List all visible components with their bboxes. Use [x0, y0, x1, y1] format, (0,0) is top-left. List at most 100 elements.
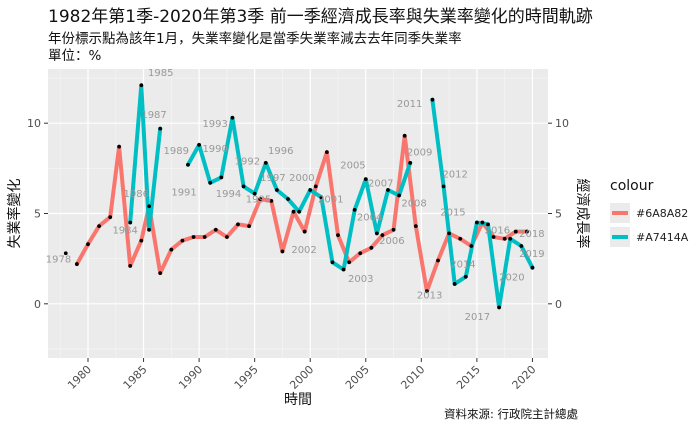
- data-point: [263, 161, 268, 165]
- year-label: 2016: [485, 225, 510, 236]
- data-point: [519, 244, 524, 248]
- data-point: [497, 305, 502, 310]
- data-point: [491, 235, 496, 239]
- data-point: [158, 271, 163, 276]
- y2-tick-label: 5: [555, 208, 562, 221]
- data-point: [458, 236, 463, 241]
- year-label: 2018: [519, 229, 544, 240]
- data-point: [391, 227, 396, 232]
- data-point: [313, 184, 318, 189]
- year-label: 1987: [141, 110, 166, 121]
- x-tick-label: 2020: [510, 363, 539, 392]
- data-point: [286, 197, 290, 201]
- data-point: [63, 251, 68, 256]
- legend-label-2: #A7414A: [636, 230, 689, 244]
- data-point: [408, 161, 413, 165]
- data-point: [169, 247, 174, 252]
- data-point: [452, 282, 457, 286]
- x-tick-label: 2005: [343, 363, 372, 392]
- y-tick-label: 0: [34, 298, 41, 311]
- year-label: 2020: [499, 272, 524, 283]
- year-label: 2007: [368, 178, 393, 189]
- year-label: 1993: [202, 119, 227, 130]
- year-label: 1989: [164, 146, 189, 157]
- data-point: [224, 235, 229, 239]
- x-tick-label: 2000: [287, 363, 316, 392]
- legend-title: colour: [610, 178, 654, 194]
- data-point: [324, 150, 329, 154]
- data-point: [202, 235, 207, 239]
- data-point: [97, 224, 102, 229]
- chart-subtitle-line-1: 年份標示點為該年1月，失業率變化是當季失業率減去去年同季失業率: [48, 31, 462, 47]
- year-label: 1978: [46, 254, 71, 265]
- data-point: [474, 220, 479, 225]
- y2-tick-label: 0: [555, 298, 562, 311]
- data-point: [386, 188, 390, 192]
- x-tick-label: 1990: [176, 363, 205, 392]
- data-point: [147, 227, 152, 232]
- data-point: [291, 209, 296, 214]
- data-point: [269, 198, 274, 203]
- data-point: [524, 229, 529, 234]
- data-point: [274, 188, 279, 192]
- year-label: 2006: [379, 236, 404, 247]
- data-point: [308, 188, 313, 192]
- data-point: [319, 195, 324, 200]
- data-point: [402, 133, 407, 138]
- data-point: [397, 193, 402, 198]
- data-point: [280, 249, 285, 254]
- data-point: [230, 115, 235, 120]
- data-point: [128, 220, 133, 225]
- data-point: [447, 231, 452, 236]
- year-label: 2012: [442, 169, 467, 180]
- year-label: 1990: [202, 144, 227, 155]
- data-point: [128, 263, 133, 268]
- data-point: [147, 204, 152, 209]
- data-point: [208, 180, 213, 185]
- year-label: 2019: [519, 249, 544, 260]
- data-point: [430, 97, 435, 102]
- y-tick-label: 5: [34, 208, 41, 221]
- y2-tick-label: 10: [555, 117, 569, 130]
- data-point: [363, 177, 368, 182]
- data-point: [374, 231, 379, 236]
- year-label: 2008: [401, 198, 426, 209]
- data-point: [258, 197, 263, 201]
- y-axis-title: 失業率變化: [6, 179, 23, 249]
- data-point: [302, 229, 307, 234]
- year-label: 1986: [124, 189, 149, 200]
- data-point: [508, 236, 513, 241]
- y2-axis-title: 經濟成長率: [574, 179, 591, 249]
- data-point: [247, 224, 252, 229]
- year-label: 1991: [171, 187, 196, 198]
- x-tick-label: 2015: [454, 363, 483, 392]
- data-point: [297, 209, 302, 214]
- data-point: [436, 258, 440, 263]
- data-point: [74, 262, 79, 266]
- chart-title: 1982年第1季-2020年第3季 前一季經濟成長率與失業率變化的時間軌跡: [48, 7, 593, 27]
- data-point: [330, 260, 335, 265]
- data-point: [413, 224, 418, 229]
- data-point: [139, 83, 144, 88]
- year-label: 1994: [216, 189, 241, 200]
- year-label: 2005: [340, 160, 365, 171]
- legend-item-2: #A7414A: [610, 226, 688, 248]
- x-axis-title: 時間: [284, 392, 312, 408]
- data-point: [502, 236, 507, 241]
- x-tick-label: 1980: [65, 363, 94, 392]
- data-point: [139, 238, 144, 243]
- data-point: [469, 244, 474, 248]
- data-point: [347, 260, 352, 265]
- data-point: [108, 215, 113, 220]
- x-tick-label: 1995: [232, 363, 261, 392]
- year-label: 2013: [417, 290, 442, 301]
- year-label: 1992: [235, 157, 260, 168]
- year-label: 2004: [357, 213, 382, 224]
- data-point: [441, 184, 446, 189]
- data-point: [186, 162, 190, 167]
- data-point: [513, 229, 518, 234]
- data-point: [358, 251, 363, 256]
- data-point: [341, 267, 346, 272]
- data-point: [463, 274, 468, 279]
